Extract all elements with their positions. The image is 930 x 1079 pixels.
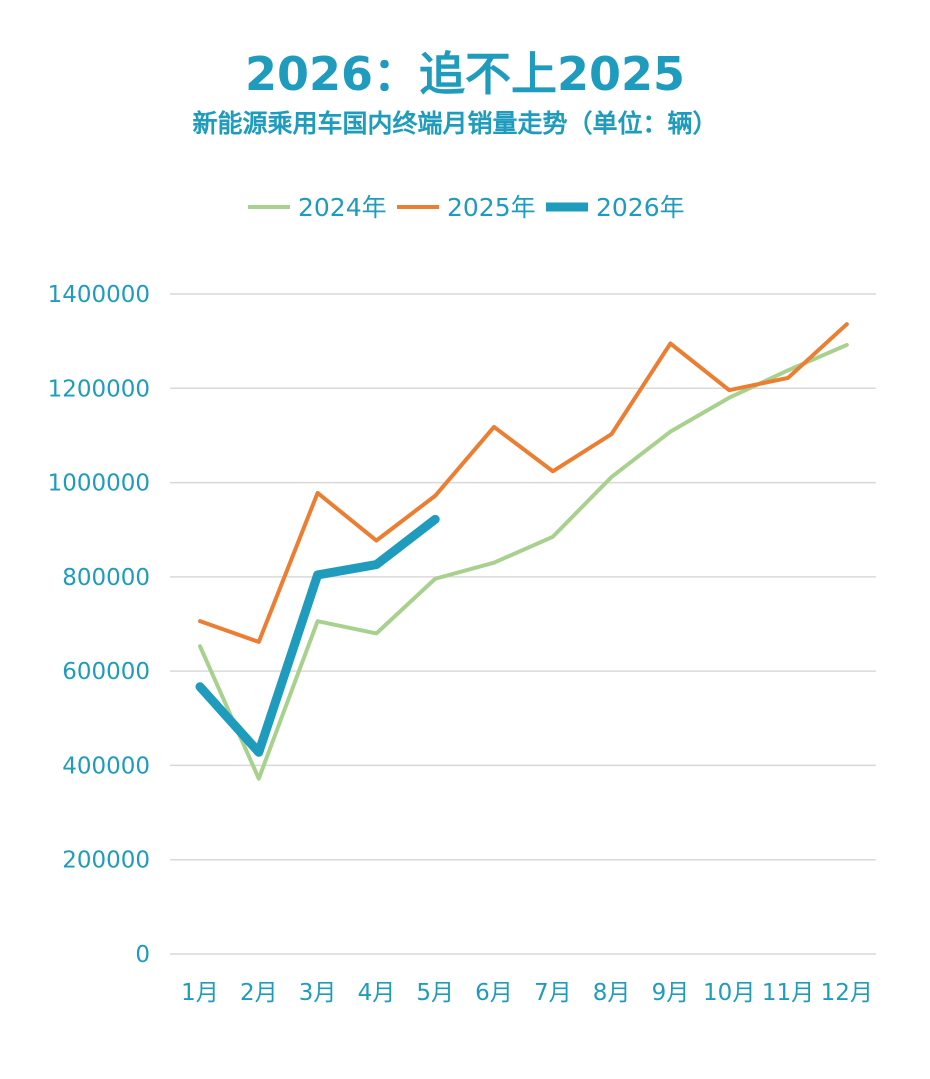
x-tick-label: 10月	[703, 980, 755, 1006]
y-tick-label: 1000000	[48, 471, 150, 497]
chart-title: 2026：追不上2025	[245, 47, 685, 101]
y-tick-label: 800000	[62, 565, 150, 591]
x-axis: 1月 2月 3月 4月 5月 6月 7月 8月 9月 10月 11月 12月	[181, 980, 873, 1006]
y-tick-label: 200000	[62, 848, 150, 874]
x-tick-label: 6月	[475, 980, 513, 1006]
x-tick-label: 3月	[299, 980, 337, 1006]
series-line-2024	[198, 342, 849, 781]
x-tick-label: 5月	[416, 980, 454, 1006]
x-tick-label: 8月	[593, 980, 631, 1006]
legend-label: 2025年	[447, 193, 536, 222]
x-tick-label: 4月	[358, 980, 396, 1006]
y-tick-label: 600000	[62, 659, 150, 685]
y-tick-label: 0	[135, 942, 150, 968]
y-tick-label: 400000	[62, 753, 150, 779]
y-tick-label: 1200000	[48, 376, 150, 402]
grid-lines	[170, 293, 876, 955]
legend: 2024年 2025年 2026年	[248, 193, 685, 222]
x-tick-label: 7月	[534, 980, 572, 1006]
x-tick-label: 9月	[652, 980, 690, 1006]
series-line-2025	[198, 322, 849, 644]
x-tick-label: 1月	[181, 980, 219, 1006]
series-line-2026	[195, 514, 440, 757]
y-axis: 0 200000 400000 600000 800000 1000000 1200000 1…	[48, 282, 150, 968]
series-lines	[195, 322, 849, 781]
y-tick-label: 1400000	[48, 282, 150, 308]
x-tick-label: 2月	[240, 980, 278, 1006]
x-tick-label: 11月	[762, 980, 814, 1006]
legend-label: 2024年	[298, 193, 387, 222]
legend-label: 2026年	[596, 193, 685, 222]
x-tick-label: 12月	[821, 980, 873, 1006]
chart-subtitle: 新能源乘用车国内终端月销量走势（单位：辆）	[192, 109, 717, 138]
